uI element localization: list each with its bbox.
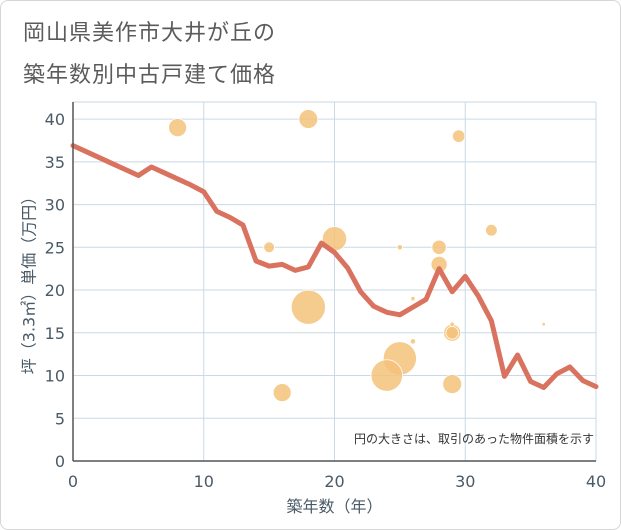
- size-legend-note: 円の大きさは、取引のあった物件面積を示す: [354, 431, 594, 446]
- bubble-point: [452, 129, 466, 143]
- y-tick-label: 5: [55, 409, 65, 428]
- chart-title-line2: 築年数別中古戸建て価格: [23, 63, 277, 88]
- y-tick-label: 40: [45, 110, 65, 129]
- average-price-line: [70, 143, 599, 390]
- bubble-point: [442, 374, 463, 394]
- bubble-point: [485, 223, 498, 237]
- y-tick-label: 0: [55, 452, 65, 471]
- chart-title-line1: 岡山県美作市大井が丘の: [23, 21, 277, 46]
- y-tick-label: 15: [45, 324, 65, 343]
- bubble-point: [396, 244, 403, 251]
- bubble-point: [290, 289, 326, 325]
- tick-labels: 0 10 20 30 40 0 5 10 15 20 25 30 35 40: [45, 110, 607, 491]
- bubble-point: [263, 241, 275, 254]
- bubble-point: [431, 239, 447, 255]
- grid-lines: [73, 101, 597, 461]
- bubble-point: [370, 359, 403, 392]
- x-tick-label: 0: [68, 472, 78, 491]
- bubble-point: [541, 322, 546, 327]
- y-tick-label: 20: [45, 281, 65, 300]
- bubble-point: [298, 109, 319, 129]
- bubble-point: [449, 321, 455, 327]
- x-tick-label: 10: [194, 472, 214, 491]
- y-tick-label: 25: [45, 238, 65, 257]
- bubble-series: [168, 109, 546, 403]
- bubble-point: [445, 326, 459, 340]
- y-tick-label: 30: [45, 196, 65, 215]
- bubble-point: [168, 118, 188, 138]
- y-tick-label: 10: [45, 367, 65, 386]
- bubble-point: [409, 338, 417, 345]
- y-tick-label: 35: [45, 153, 65, 172]
- x-tick-label: 40: [586, 472, 606, 491]
- bubble-point: [272, 383, 292, 403]
- line-series: [70, 143, 599, 390]
- axes: [72, 102, 596, 462]
- y-axis-label: 坪（3.3㎡）単価（万円）: [20, 189, 39, 374]
- bubble-point: [410, 295, 416, 302]
- x-tick-label: 20: [324, 472, 344, 491]
- x-tick-label: 30: [455, 472, 475, 491]
- x-axis-label: 築年数（年）: [286, 497, 382, 516]
